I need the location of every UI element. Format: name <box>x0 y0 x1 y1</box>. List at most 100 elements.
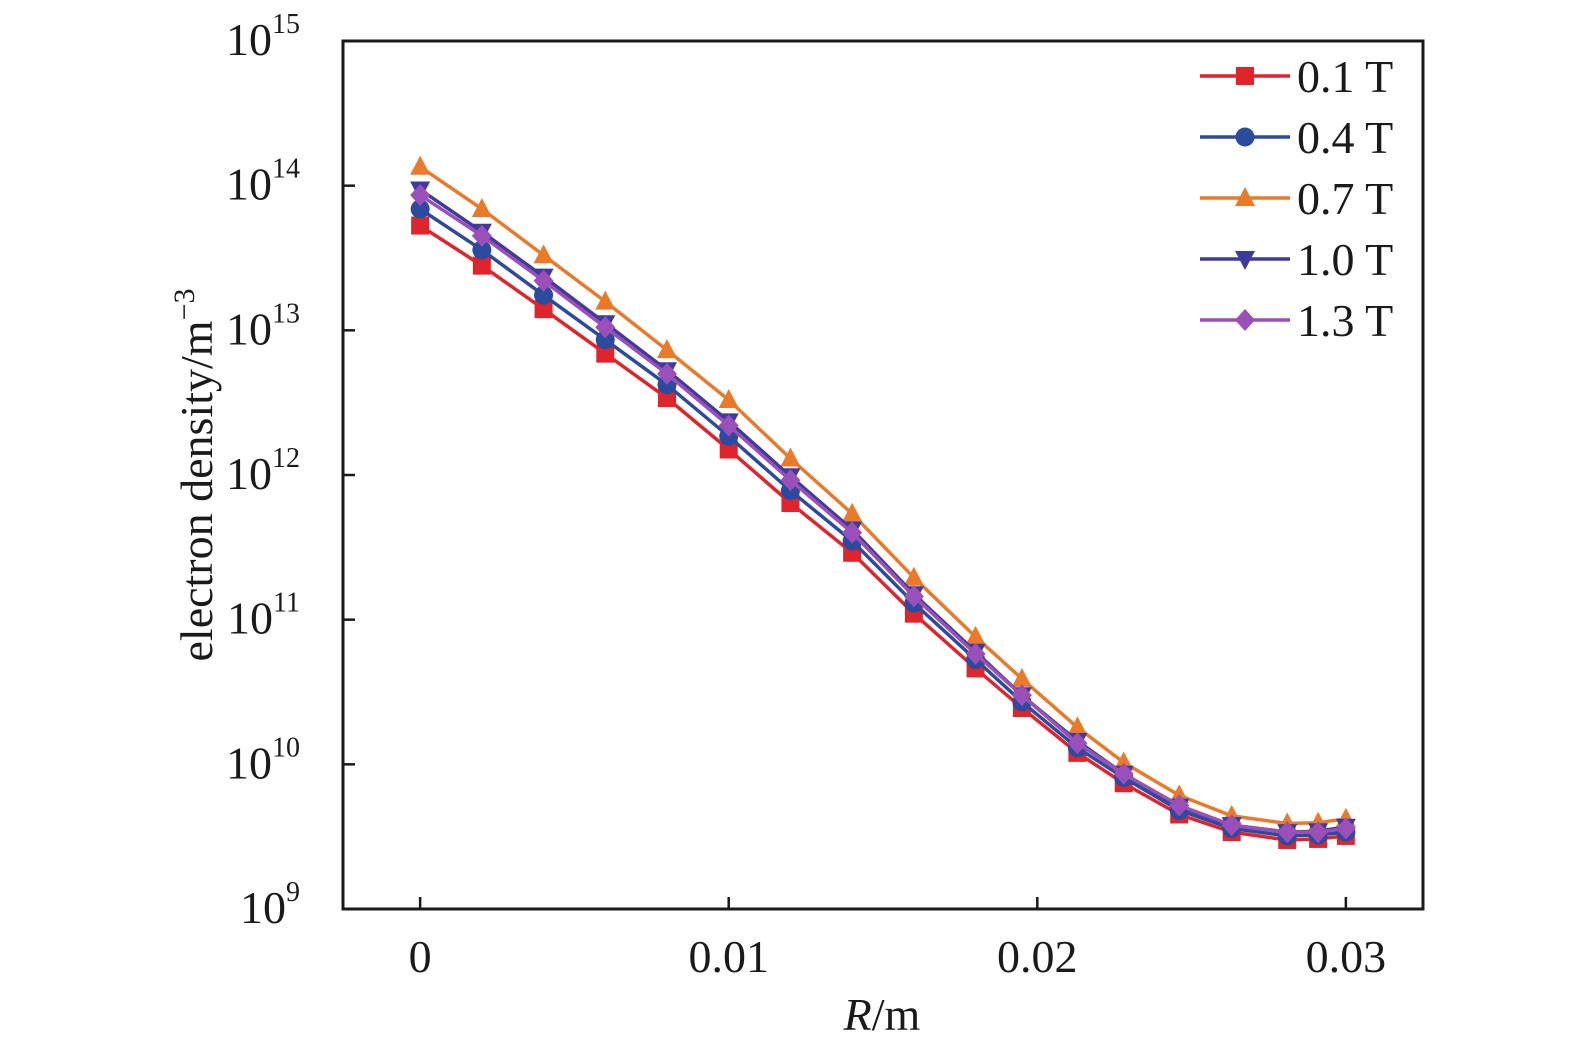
series-4-point-13 <box>1169 794 1190 817</box>
series-0-point-4 <box>658 389 676 408</box>
series-2-point-9 <box>965 625 986 645</box>
series-2-point-1 <box>471 197 492 217</box>
y-axis-label-text: electron density/m <box>171 320 222 661</box>
series-line-3 <box>419 188 1347 834</box>
legend-label-2: 0.7 T <box>1297 173 1393 224</box>
y-tick-base-0: 10 <box>240 882 286 933</box>
legend-item-0: 0.1 T <box>1200 51 1393 102</box>
series-4-point-14 <box>1221 814 1242 837</box>
legend-marker-0 <box>1236 67 1254 85</box>
y-tick-base-1: 10 <box>226 737 272 788</box>
series-2-point-11 <box>1067 716 1088 736</box>
series-1-point-2 <box>534 285 554 305</box>
series-0-point-2 <box>534 300 553 319</box>
y-axis-label-exponent: −3 <box>168 289 201 321</box>
series-2-point-4 <box>657 339 677 359</box>
series-0-point-1 <box>472 256 491 275</box>
legend-item-3: 1.0 T <box>1200 234 1393 285</box>
y-tick-exponent-0: 9 <box>286 877 300 908</box>
y-axis-label: electron density/m−3 <box>168 289 222 662</box>
x-axis-label-variable: R <box>843 989 872 1040</box>
y-tick-base-6: 10 <box>226 14 272 65</box>
series-2-point-12 <box>1113 751 1134 771</box>
series-2-point-6 <box>780 447 801 467</box>
series-4-point-11 <box>1067 732 1088 755</box>
y-tick-label-3: 1012 <box>226 443 300 499</box>
y-tick-label-0: 109 <box>240 877 300 933</box>
y-tick-label-2: 1011 <box>227 588 300 644</box>
legend-item-1: 0.4 T <box>1200 112 1393 163</box>
series-4-point-5 <box>718 414 739 437</box>
y-tick-label-5: 1014 <box>226 154 300 210</box>
y-tick-exponent-3: 12 <box>272 443 300 474</box>
series-2-point-7 <box>842 502 863 522</box>
legend-label-1: 0.4 T <box>1297 112 1393 163</box>
series-4-point-3 <box>595 316 616 339</box>
legend: 0.1 T 0.4 T 0.7 T 1.0 T 1.3 T <box>1200 51 1393 346</box>
series-4-point-0 <box>410 184 431 207</box>
x-tick-label-0: 0 <box>409 931 432 982</box>
series-2-point-10 <box>1011 667 1032 687</box>
series-0 <box>411 216 1355 849</box>
y-tick-exponent-2: 11 <box>273 588 300 619</box>
x-tick-label-2: 0.02 <box>997 931 1078 982</box>
series-2-point-2 <box>533 244 554 264</box>
legend-marker-4 <box>1235 309 1255 331</box>
series-4-point-15 <box>1277 821 1298 844</box>
series-4-point-8 <box>903 585 924 608</box>
series-4-point-16 <box>1308 821 1329 844</box>
series-2-point-3 <box>595 290 616 310</box>
series-0-point-5 <box>719 440 738 459</box>
legend-marker-1 <box>1235 127 1255 147</box>
series-2-point-0 <box>410 155 431 175</box>
series-4-point-6 <box>780 469 801 492</box>
y-tick-base-3: 10 <box>226 448 272 499</box>
series-1 <box>410 199 1356 846</box>
y-tick-label-1: 1010 <box>226 732 300 788</box>
series-4 <box>410 184 1356 844</box>
y-tick-base-5: 10 <box>226 159 272 210</box>
series-1-point-0 <box>410 199 430 219</box>
series-line-2 <box>419 165 1347 826</box>
legend-item-4: 1.3 T <box>1200 295 1393 346</box>
legend-item-2: 0.7 T <box>1200 173 1393 224</box>
legend-label-3: 1.0 T <box>1297 234 1393 285</box>
y-tick-label-4: 1013 <box>226 298 300 354</box>
series-4-point-7 <box>842 521 863 544</box>
y-tick-exponent-5: 14 <box>272 154 300 185</box>
y-tick-base-2: 10 <box>227 593 273 644</box>
series-1-point-3 <box>595 330 615 350</box>
series-line-0 <box>419 224 1347 842</box>
y-tick-exponent-1: 10 <box>272 732 300 763</box>
legend-label-4: 1.3 T <box>1297 295 1393 346</box>
series-line-4 <box>419 193 1347 834</box>
series-4-point-2 <box>533 269 554 292</box>
series-4-point-4 <box>657 362 677 385</box>
series-0-point-3 <box>596 344 615 363</box>
series-1-point-1 <box>472 240 492 260</box>
y-tick-label-6: 1015 <box>226 9 300 65</box>
series-2-point-5 <box>718 388 739 408</box>
series-4-point-17 <box>1335 817 1356 840</box>
series-2-point-8 <box>903 566 924 586</box>
legend-marker-2 <box>1235 187 1255 206</box>
series-2 <box>410 155 1356 832</box>
y-tick-exponent-4: 13 <box>272 298 300 329</box>
x-axis-label: R/m <box>843 989 921 1040</box>
x-axis-ticks: 0 0.01 0.02 0.03 <box>409 897 1386 982</box>
plot-frame <box>341 39 1425 911</box>
legend-label-0: 0.1 T <box>1297 51 1393 102</box>
series-4-point-10 <box>1011 684 1032 707</box>
series-4-point-12 <box>1113 762 1134 785</box>
x-axis-label-unit: /m <box>872 989 921 1040</box>
series-line-1 <box>419 207 1347 838</box>
series-0-point-0 <box>411 216 430 235</box>
series-4-point-9 <box>965 642 986 665</box>
x-tick-label-1: 0.01 <box>688 931 769 982</box>
y-tick-base-4: 10 <box>226 303 272 354</box>
y-tick-exponent-6: 15 <box>272 9 300 40</box>
x-tick-label-3: 0.03 <box>1306 931 1387 982</box>
legend-marker-3 <box>1235 251 1255 270</box>
series-layer <box>410 155 1356 849</box>
